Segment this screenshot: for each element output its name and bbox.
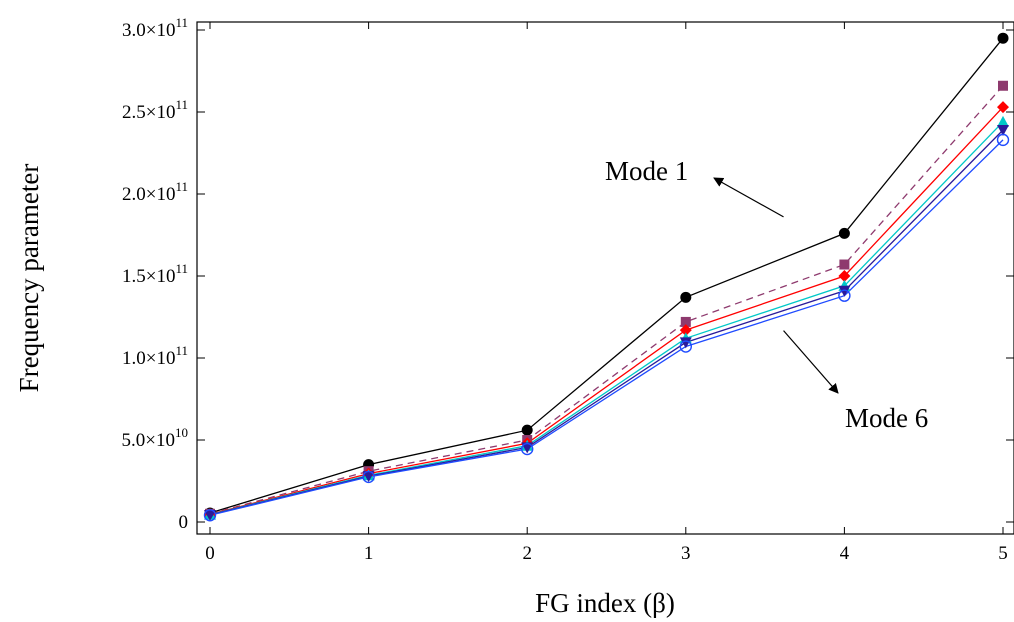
data-point [521, 424, 533, 436]
plot-frame [196, 21, 1014, 535]
series-line [209, 37, 1004, 514]
mode-1-arrow [713, 177, 784, 218]
data-point [998, 80, 1008, 91]
mode-6-label: Mode 6 [845, 403, 928, 433]
series-line [209, 129, 1004, 516]
y-tick-label: 2.5×1011 [122, 97, 188, 123]
data-point [997, 101, 1009, 114]
y-axis-title: Frequency parameter [14, 164, 44, 393]
data-point [996, 133, 1010, 147]
data-point [680, 291, 692, 303]
mode-6-arrow [783, 330, 839, 394]
y-tick-label: 1.5×1011 [122, 261, 188, 287]
mode-1-label: Mode 1 [605, 156, 688, 186]
data-point [839, 259, 850, 270]
x-tick-label: 5 [998, 543, 1008, 564]
x-tick-label: 4 [840, 543, 850, 564]
data-point [997, 125, 1009, 137]
series-line [209, 121, 1004, 516]
data-point [997, 115, 1009, 127]
axis-ticks: 0 1 2 3 4 5 0 5.0×1010 1.0×1011 1.5×1011 2.0×1011 2… [122, 15, 1014, 564]
data-point [521, 442, 534, 456]
data-point [838, 270, 851, 282]
data-point [204, 509, 216, 521]
x-tick-label: 3 [681, 543, 691, 564]
x-tick-label: 0 [205, 543, 215, 564]
y-tick-label: 0 [179, 512, 189, 533]
y-tick-label: 3.0×1011 [122, 15, 188, 41]
data-point [838, 227, 850, 239]
x-tick-label: 1 [364, 543, 374, 564]
y-tick-label: 5.0×1010 [122, 425, 188, 451]
data-point [997, 32, 1009, 44]
data-point [838, 285, 851, 297]
y-tick-label: 1.0×1011 [122, 343, 188, 369]
data-point [679, 337, 692, 349]
series-lines [209, 37, 1004, 516]
data-point [838, 289, 851, 302]
data-point [203, 509, 217, 522]
series-line [209, 106, 1004, 515]
x-axis-title: FG index (β) [535, 588, 675, 618]
x-tick-label: 2 [522, 543, 532, 564]
y-tick-label: 2.0×1011 [122, 179, 188, 205]
series-markers [203, 32, 1010, 522]
data-point [679, 324, 692, 337]
series-line [209, 139, 1004, 516]
data-point [362, 470, 375, 484]
annotations: Mode 1 Mode 6 [605, 156, 928, 433]
data-point [680, 316, 691, 327]
data-point [679, 340, 692, 353]
series-line [209, 85, 1004, 515]
data-point [362, 471, 375, 483]
